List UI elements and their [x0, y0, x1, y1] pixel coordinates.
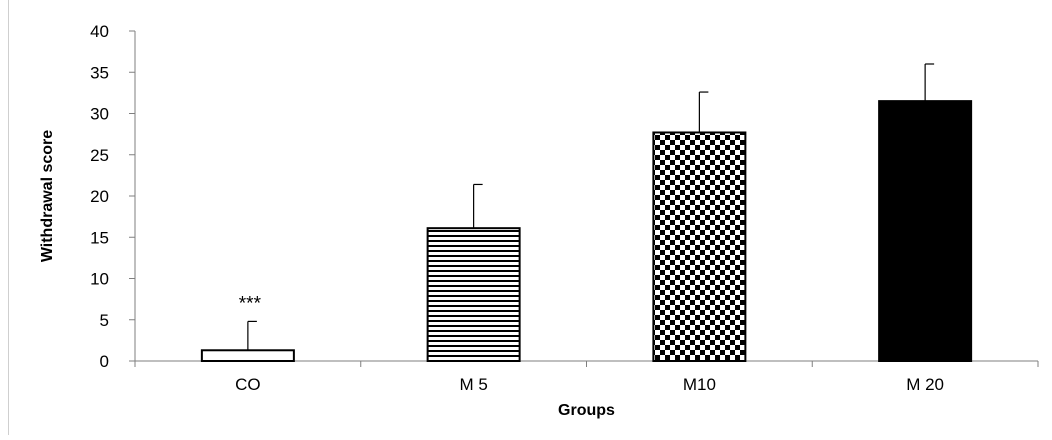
- x-axis-title: Groups: [558, 402, 615, 419]
- x-tick-label: CO: [235, 375, 261, 394]
- y-tick-label: 35: [90, 63, 109, 82]
- y-tick-label: 20: [90, 187, 109, 206]
- bar-m20: [878, 100, 973, 362]
- y-tick-label: 30: [90, 105, 109, 124]
- x-tick-label: M 20: [906, 375, 944, 394]
- x-tick-label: M 5: [459, 375, 487, 394]
- y-tick-label: 0: [100, 352, 109, 371]
- bar-m10: [652, 131, 747, 362]
- y-axis-title: Withdrawal score: [39, 130, 56, 262]
- y-tick-label: 5: [100, 311, 109, 330]
- y-tick-label: 40: [90, 22, 109, 41]
- x-tick-label: M10: [683, 375, 716, 394]
- y-tick-label: 25: [90, 146, 109, 165]
- bar-co: [200, 349, 295, 362]
- y-tick-label: 15: [90, 228, 109, 247]
- plot-frame-left-border: [8, 0, 9, 435]
- plot-area: 0 5 10 15 20 25 30 35 40 CO M 5 M10 M 20 *** Groups Wit…: [39, 22, 1039, 419]
- bar-m5: [426, 227, 521, 362]
- y-tick-label: 10: [90, 270, 109, 289]
- significance-annotation: ***: [239, 293, 262, 314]
